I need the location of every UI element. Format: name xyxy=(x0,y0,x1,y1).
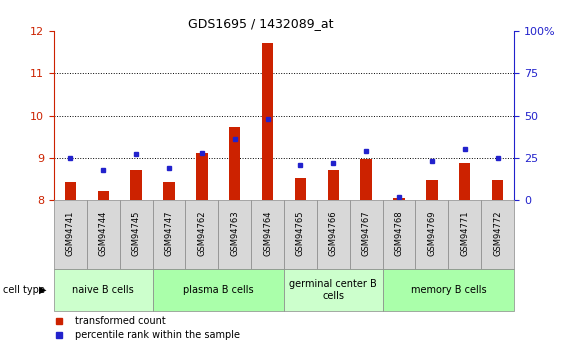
Text: germinal center B
cells: germinal center B cells xyxy=(290,279,377,300)
Bar xyxy=(492,180,503,200)
Text: GSM94771: GSM94771 xyxy=(460,210,469,256)
Text: GSM94762: GSM94762 xyxy=(197,210,206,256)
Bar xyxy=(131,170,142,200)
Text: GSM94764: GSM94764 xyxy=(263,210,272,256)
Bar xyxy=(284,269,383,310)
Text: memory B cells: memory B cells xyxy=(411,285,486,295)
Bar xyxy=(218,200,251,269)
Bar xyxy=(98,191,109,200)
Bar xyxy=(229,127,240,200)
Text: GSM94744: GSM94744 xyxy=(99,210,108,256)
Bar xyxy=(415,200,448,269)
Bar xyxy=(459,163,470,200)
Text: GSM94769: GSM94769 xyxy=(427,210,436,256)
Text: naive B cells: naive B cells xyxy=(72,285,134,295)
Bar xyxy=(65,183,76,200)
Bar xyxy=(54,200,87,269)
Text: cell type: cell type xyxy=(3,285,45,295)
Text: GSM94768: GSM94768 xyxy=(395,210,403,256)
Text: transformed count: transformed count xyxy=(74,316,165,326)
Bar xyxy=(87,200,120,269)
Bar xyxy=(251,200,284,269)
Bar xyxy=(481,200,514,269)
Bar xyxy=(350,200,383,269)
Bar xyxy=(426,180,437,200)
Bar xyxy=(153,200,185,269)
Text: GSM94766: GSM94766 xyxy=(329,210,338,256)
Text: GSM94763: GSM94763 xyxy=(230,210,239,256)
Bar xyxy=(196,153,207,200)
Text: GSM94745: GSM94745 xyxy=(132,210,141,256)
Text: ▶: ▶ xyxy=(39,285,46,295)
Bar xyxy=(448,200,481,269)
Bar xyxy=(262,43,273,200)
Bar xyxy=(383,200,415,269)
Bar xyxy=(328,170,339,200)
Bar xyxy=(284,200,317,269)
Bar xyxy=(120,200,153,269)
Text: GSM94747: GSM94747 xyxy=(165,210,173,256)
Bar xyxy=(153,269,284,310)
Bar xyxy=(295,178,306,200)
Bar xyxy=(383,269,514,310)
Text: GSM94765: GSM94765 xyxy=(296,210,305,256)
Text: plasma B cells: plasma B cells xyxy=(183,285,253,295)
Bar xyxy=(361,159,372,200)
Text: GSM94741: GSM94741 xyxy=(66,210,75,256)
Text: percentile rank within the sample: percentile rank within the sample xyxy=(74,330,240,339)
Text: GSM94772: GSM94772 xyxy=(493,210,502,256)
Bar xyxy=(317,200,350,269)
Title: GDS1695 / 1432089_at: GDS1695 / 1432089_at xyxy=(188,17,334,30)
Bar xyxy=(393,198,405,200)
Bar xyxy=(54,269,153,310)
Text: GSM94767: GSM94767 xyxy=(362,210,371,256)
Bar xyxy=(163,183,175,200)
Bar xyxy=(185,200,218,269)
